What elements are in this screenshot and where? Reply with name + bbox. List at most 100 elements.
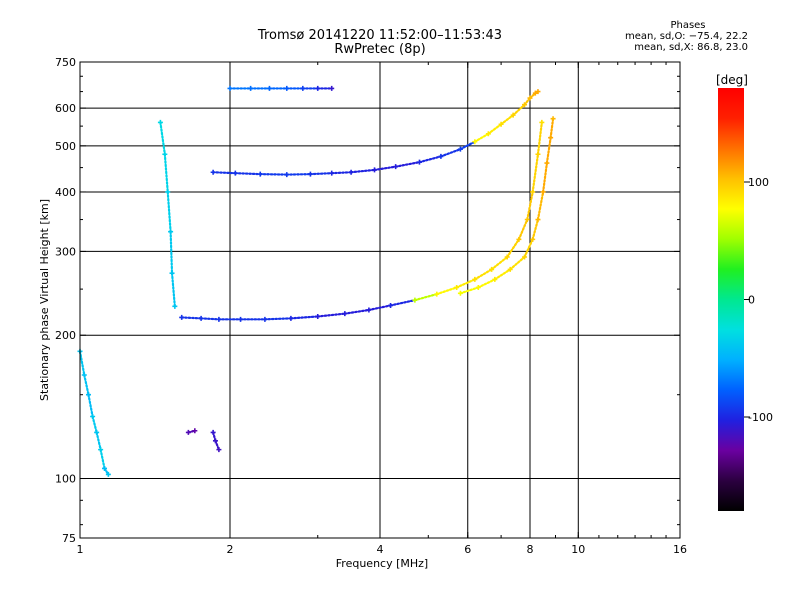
series-5 bbox=[77, 348, 111, 477]
data-trace bbox=[523, 238, 534, 259]
data-point bbox=[539, 119, 545, 125]
data-trace bbox=[517, 218, 529, 241]
data-trace bbox=[418, 155, 442, 164]
chart-subtitle: RwPretec (8p) bbox=[334, 42, 426, 57]
data-point bbox=[329, 85, 335, 91]
data-trace bbox=[95, 431, 102, 451]
data-point bbox=[550, 116, 556, 122]
x-tick-label: 2 bbox=[227, 543, 234, 556]
data-trace bbox=[350, 168, 376, 174]
data-trace bbox=[373, 165, 397, 172]
series-1 bbox=[179, 119, 545, 322]
data-trace bbox=[78, 350, 86, 377]
data-trace bbox=[166, 190, 172, 233]
x-tick-label: 6 bbox=[464, 543, 471, 556]
data-trace bbox=[506, 238, 520, 259]
data-trace bbox=[180, 316, 203, 320]
x-tick-label: 1 bbox=[77, 543, 84, 556]
data-trace bbox=[528, 92, 537, 100]
series-7 bbox=[210, 429, 222, 453]
colorbar-tick-label: 0 bbox=[748, 294, 755, 307]
data-trace bbox=[455, 278, 476, 289]
data-point bbox=[172, 303, 178, 309]
series-0 bbox=[210, 89, 541, 178]
x-tick-label: 10 bbox=[571, 543, 585, 556]
data-trace bbox=[234, 172, 262, 176]
data-trace bbox=[169, 230, 174, 275]
data-trace bbox=[289, 315, 319, 320]
x-tick-label: 16 bbox=[673, 543, 687, 556]
data-point bbox=[192, 428, 198, 434]
data-trace bbox=[512, 103, 526, 117]
phase-stats: Phases mean, sd,O: −75.4, 22.2 mean, sd,… bbox=[588, 20, 748, 53]
data-trace bbox=[459, 286, 480, 295]
data-trace bbox=[536, 190, 545, 221]
x-axis-label: Frequency [MHz] bbox=[336, 557, 428, 570]
y-axis-label: Stationary phase Virtual Height [km] bbox=[38, 199, 51, 401]
data-trace bbox=[545, 136, 552, 165]
data-trace bbox=[170, 272, 176, 308]
data-trace bbox=[531, 153, 540, 194]
data-trace bbox=[159, 121, 166, 156]
y-tick-label: 300 bbox=[55, 245, 76, 258]
data-trace bbox=[473, 268, 493, 281]
data-trace bbox=[389, 299, 416, 307]
data-trace bbox=[531, 218, 540, 241]
data-trace bbox=[509, 255, 526, 271]
data-trace bbox=[459, 140, 476, 151]
data-trace bbox=[309, 172, 333, 176]
data-trace bbox=[200, 317, 220, 321]
data-point bbox=[535, 89, 541, 95]
colorbar-tick-label: 100 bbox=[748, 176, 769, 189]
series-4 bbox=[227, 85, 335, 91]
data-trace bbox=[91, 415, 98, 434]
x-tick-label: 8 bbox=[527, 543, 534, 556]
data-trace bbox=[367, 304, 392, 312]
colorbar-label: [deg] bbox=[716, 73, 748, 87]
y-tick-label: 75 bbox=[62, 532, 76, 545]
data-trace bbox=[523, 96, 532, 106]
data-trace bbox=[477, 278, 496, 289]
data-trace bbox=[493, 268, 512, 281]
data-trace bbox=[500, 114, 515, 126]
series-2 bbox=[457, 116, 556, 296]
series-3 bbox=[157, 119, 178, 309]
data-trace bbox=[526, 190, 534, 221]
y-tick-label: 100 bbox=[55, 473, 76, 486]
data-trace bbox=[413, 293, 438, 302]
data-trace bbox=[330, 171, 353, 175]
data-trace bbox=[439, 148, 462, 158]
phase-stats-title: Phases bbox=[670, 20, 706, 31]
data-trace bbox=[487, 123, 503, 135]
data-trace bbox=[394, 161, 421, 168]
data-trace bbox=[212, 171, 237, 175]
data-trace bbox=[263, 317, 292, 321]
data-trace bbox=[316, 312, 346, 318]
data-trace bbox=[99, 448, 106, 470]
y-tick-label: 400 bbox=[55, 186, 76, 199]
data-trace bbox=[536, 121, 543, 156]
data-trace bbox=[435, 286, 458, 296]
phase-stats-o: mean, sd,O: −75.4, 22.2 bbox=[625, 31, 748, 42]
data-point bbox=[216, 447, 222, 453]
data-trace bbox=[87, 393, 94, 418]
data-trace bbox=[83, 373, 90, 396]
data-trace bbox=[343, 308, 370, 315]
series-6 bbox=[185, 428, 198, 435]
x-tick-label: 4 bbox=[377, 543, 384, 556]
y-tick-label: 500 bbox=[55, 140, 76, 153]
y-tick-label: 200 bbox=[55, 329, 76, 342]
y-tick-label: 600 bbox=[55, 102, 76, 115]
colorbar-tick-label: -100 bbox=[748, 411, 773, 424]
data-trace bbox=[549, 117, 555, 139]
colorbar bbox=[718, 88, 744, 511]
phase-stats-x: mean, sd,X: 86.8, 23.0 bbox=[634, 42, 748, 53]
y-tick-label: 750 bbox=[55, 56, 76, 69]
data-trace bbox=[542, 161, 549, 194]
chart-title: Tromsø 20141220 11:52:00–11:53:43 bbox=[257, 28, 503, 43]
data-trace bbox=[490, 255, 509, 271]
data-trace bbox=[473, 132, 490, 143]
data-point bbox=[105, 471, 111, 477]
data-trace bbox=[163, 153, 169, 194]
